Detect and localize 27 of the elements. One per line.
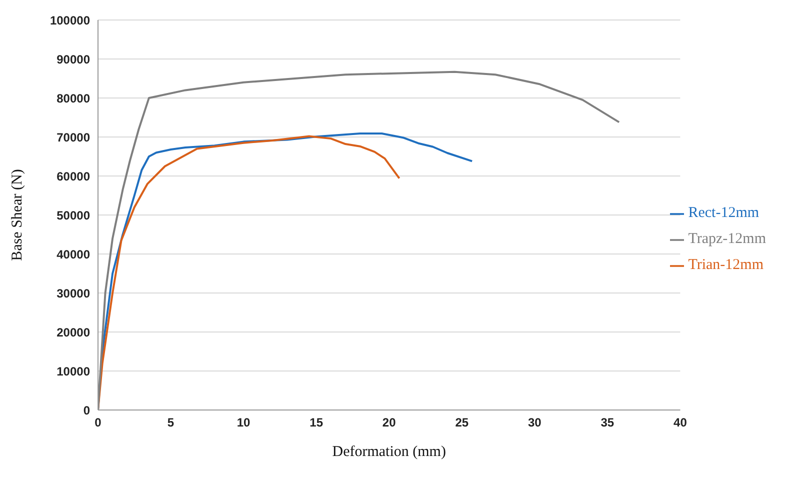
- y-tick-label: 80000: [56, 91, 90, 106]
- x-tick-label: 0: [94, 416, 102, 430]
- x-tick-label: 20: [382, 416, 396, 430]
- legend-label: Trian-12mm: [688, 257, 764, 273]
- y-tick-label: 100000: [50, 13, 90, 28]
- x-tick-label: 10: [236, 416, 251, 430]
- y-tick-label: 40000: [56, 247, 90, 262]
- line-series: [98, 135, 400, 410]
- legend-label: Trapz-12mm: [688, 231, 766, 247]
- y-tick-label: 30000: [56, 286, 90, 300]
- y-tick-label: 0: [83, 403, 90, 418]
- x-tick-label: 40: [674, 416, 688, 430]
- y-tick-label: 60000: [56, 169, 90, 184]
- y-tick-label: 10000: [56, 364, 90, 378]
- line-series: [98, 70, 620, 410]
- x-tick-label: 25: [455, 416, 469, 430]
- y-tick-label: 50000: [56, 208, 90, 222]
- x-tick-label: 30: [528, 416, 542, 430]
- x-tick-label: 35: [600, 416, 614, 430]
- y-axis-title: Base Shear (N): [9, 169, 26, 261]
- legend-label: Rect-12mm: [688, 205, 760, 221]
- x-axis-title: Deformation (mm): [332, 444, 446, 460]
- x-tick-label: 5: [167, 416, 174, 430]
- x-tick-label: 15: [310, 416, 324, 430]
- y-tick-label: 90000: [56, 52, 90, 66]
- y-tick-label: 70000: [56, 130, 90, 144]
- y-tick-label: 20000: [56, 325, 90, 340]
